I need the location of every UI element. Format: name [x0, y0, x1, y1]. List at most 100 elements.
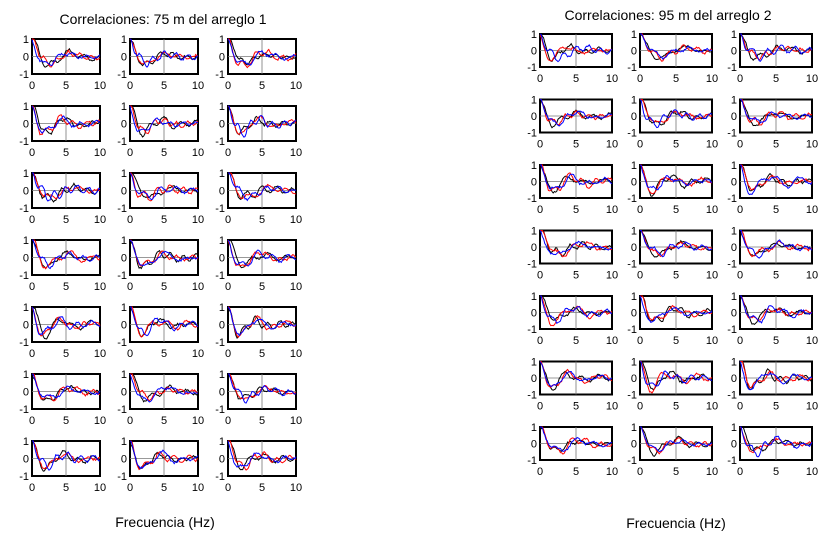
chart1-panel-r3-c1: 10-10 5 10 [19, 168, 106, 226]
x-tick-label: 0 [29, 80, 35, 92]
y-tick-label: 0 [121, 186, 127, 198]
y-tick-label: 0 [531, 373, 537, 385]
y-tick-label: 1 [531, 160, 537, 172]
series-2-line [228, 38, 297, 69]
series-1-line [639, 34, 713, 61]
series-2-line [31, 306, 101, 337]
chart1-panel-r4-c3: 10-10 5 10 [215, 235, 302, 293]
y-tick-label: 0 [731, 111, 737, 123]
chart1-panel-r3-c3: 10-10 5 10 [215, 168, 302, 226]
series-3-line [539, 361, 613, 387]
y-tick-label: 1 [531, 95, 537, 107]
y-tick-label: -1 [727, 390, 737, 402]
x-tick-label: 5 [259, 348, 265, 360]
series-3-line [129, 105, 199, 133]
y-tick-label: -1 [627, 455, 637, 467]
x-tick-label: 0 [29, 348, 35, 360]
y-tick-label: 0 [121, 320, 127, 332]
x-tick-label: 5 [573, 466, 579, 478]
chart1-panel-r1-c3: 10-10 5 10 [215, 34, 302, 92]
x-tick-label: 5 [161, 147, 167, 159]
x-tick-label: 10 [706, 335, 718, 347]
y-tick-label: 1 [631, 422, 637, 434]
y-tick-label: 1 [219, 34, 225, 46]
x-tick-label: 0 [537, 401, 543, 413]
x-tick-label: 5 [573, 401, 579, 413]
y-tick-label: 1 [731, 95, 737, 107]
x-tick-label: 0 [537, 270, 543, 282]
y-tick-label: -1 [627, 128, 637, 140]
chart2-panel-r6-c2: 10-10 5 10 [627, 357, 718, 413]
series-1-line [31, 38, 101, 68]
x-tick-label: 0 [225, 214, 231, 226]
x-tick-label: 5 [259, 214, 265, 226]
series-2-line [227, 239, 297, 267]
x-tick-label: 5 [573, 204, 579, 216]
series-3-line [31, 105, 101, 134]
x-tick-label: 0 [537, 139, 543, 151]
series-2-line [130, 172, 199, 202]
x-tick-label: 10 [606, 270, 618, 282]
chart1-panel-r1-c1: 10-10 5 10 [19, 34, 106, 92]
y-tick-label: 0 [121, 52, 127, 64]
x-tick-label: 0 [127, 147, 133, 159]
x-tick-label: 10 [706, 466, 718, 478]
x-tick-label: 0 [127, 281, 133, 293]
x-tick-label: 5 [773, 466, 779, 478]
x-tick-label: 0 [637, 401, 643, 413]
x-tick-label: 0 [127, 348, 133, 360]
y-tick-label: -1 [527, 455, 537, 467]
series-3-line [129, 239, 199, 267]
y-tick-label: 1 [23, 168, 29, 180]
series-2-line [227, 105, 297, 135]
x-tick-label: 10 [94, 348, 106, 360]
y-tick-label: -1 [727, 193, 737, 205]
x-tick-label: 10 [192, 147, 204, 159]
x-tick-label: 10 [94, 482, 106, 494]
chart1-panel-r6-c2: 10-10 5 10 [117, 369, 204, 427]
x-tick-label: 10 [290, 214, 302, 226]
series-3-line [540, 426, 613, 452]
x-tick-label: 0 [29, 415, 35, 427]
x-tick-label: 0 [29, 214, 35, 226]
series-3-line [129, 440, 199, 470]
x-tick-label: 10 [192, 482, 204, 494]
chart1-panel-r5-c3: 10-10 5 10 [215, 302, 302, 360]
x-tick-label: 0 [737, 335, 743, 347]
x-tick-label: 10 [806, 335, 818, 347]
chart1-panel-r3-c2: 10-10 5 10 [117, 168, 204, 226]
x-tick-label: 10 [806, 204, 818, 216]
series-3-line [32, 440, 101, 471]
y-tick-label: -1 [117, 136, 127, 148]
x-tick-label: 5 [573, 335, 579, 347]
series-1-line [740, 426, 813, 452]
series-3-line [640, 426, 713, 453]
y-tick-label: 1 [121, 235, 127, 247]
y-tick-label: -1 [19, 270, 29, 282]
chart2-panel-r7-c2: 10-10 5 10 [627, 422, 718, 478]
x-tick-label: 5 [161, 482, 167, 494]
series-1-line [639, 166, 713, 197]
y-tick-label: -1 [527, 62, 537, 74]
x-tick-label: 5 [573, 270, 579, 282]
y-tick-label: 0 [219, 253, 225, 265]
x-tick-label: 10 [606, 204, 618, 216]
chart2-panel-r7-c3: 10-10 5 10 [727, 422, 818, 478]
y-tick-label: 1 [531, 226, 537, 238]
x-tick-label: 5 [63, 80, 69, 92]
y-tick-label: 0 [23, 454, 29, 466]
y-tick-label: -1 [527, 128, 537, 140]
series-1-line [227, 172, 297, 201]
right-chart-title: Correlaciones: 95 m del arreglo 2 [565, 7, 772, 23]
y-tick-label: 0 [631, 439, 637, 451]
series-2-line [130, 105, 199, 135]
series-2-line [129, 38, 199, 65]
y-tick-label: 0 [731, 177, 737, 189]
series-3-line [740, 295, 813, 324]
x-tick-label: 0 [225, 281, 231, 293]
y-tick-label: -1 [19, 69, 29, 81]
y-tick-label: 0 [219, 119, 225, 131]
y-tick-label: -1 [215, 337, 225, 349]
x-tick-label: 5 [673, 204, 679, 216]
chart1-panel-r4-c2: 10-10 5 10 [117, 235, 204, 293]
